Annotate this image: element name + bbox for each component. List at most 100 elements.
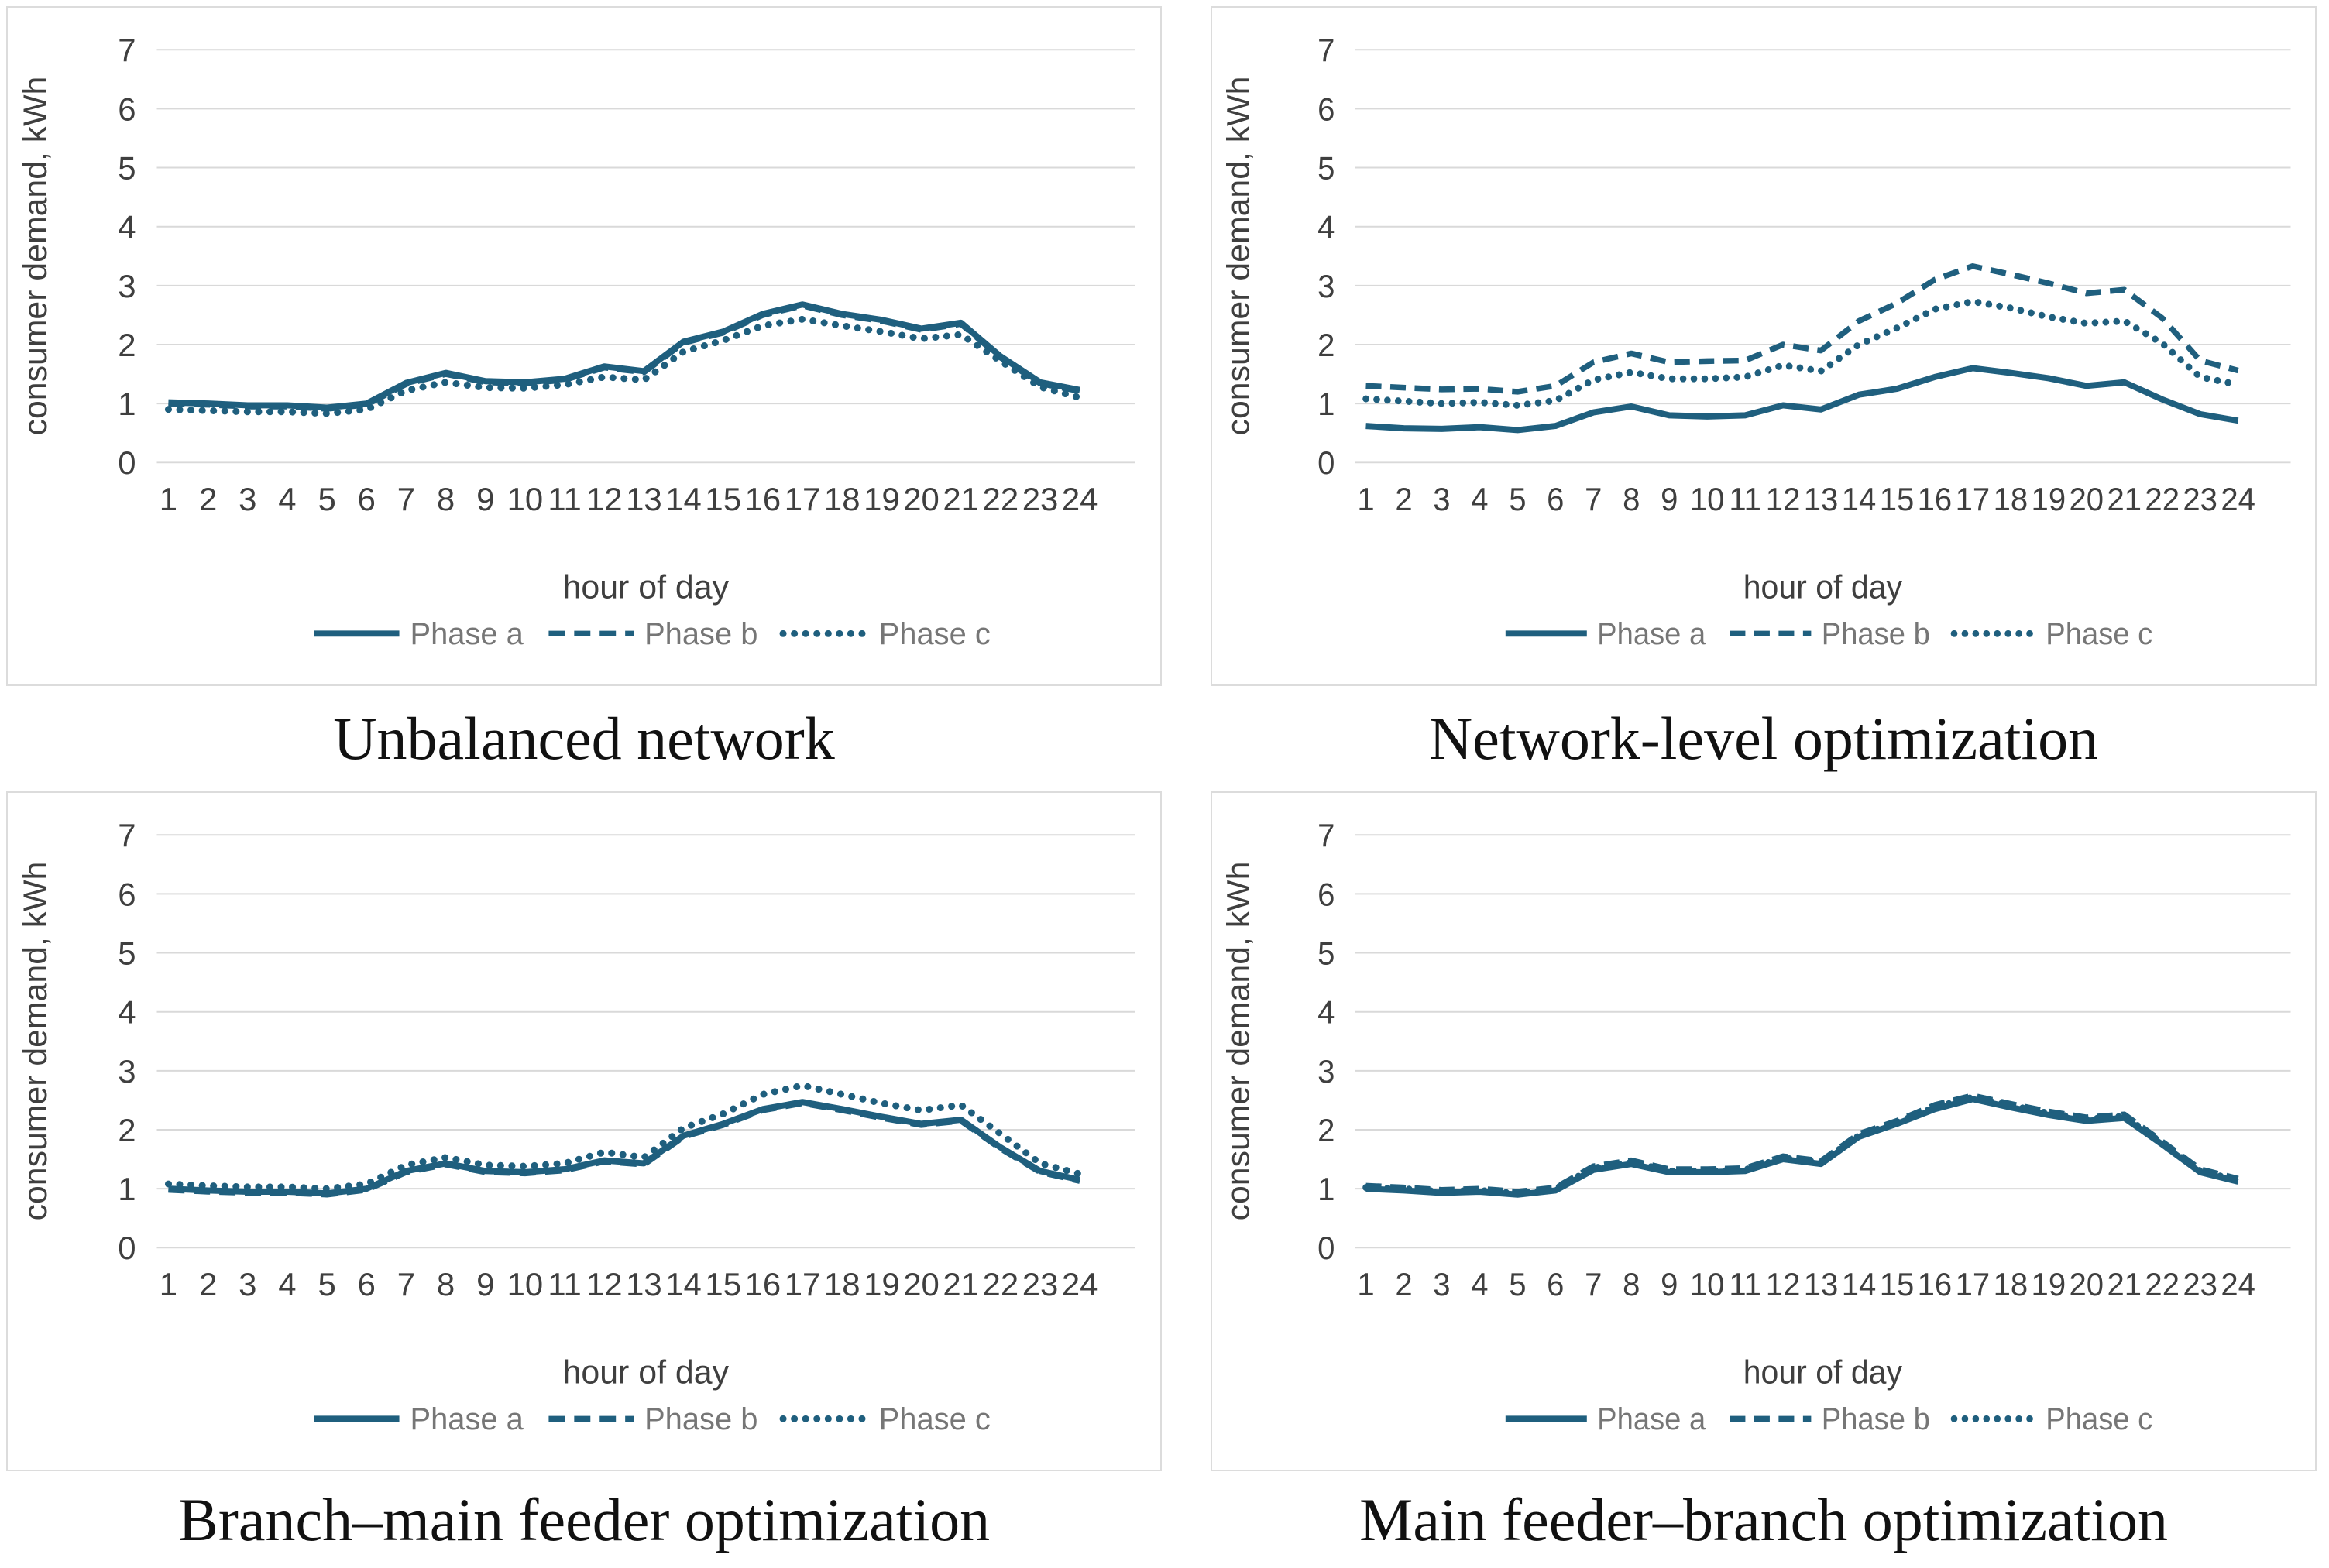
svg-text:18: 18 (1994, 1266, 2028, 1302)
svg-text:16: 16 (1918, 481, 1953, 517)
svg-text:20: 20 (2070, 1266, 2104, 1302)
svg-text:9: 9 (1661, 481, 1678, 517)
svg-text:4: 4 (118, 994, 136, 1031)
svg-text:4: 4 (118, 209, 136, 245)
x-axis-title: hour of day (1743, 1354, 1902, 1391)
legend-label: Phase b (1822, 1403, 1930, 1437)
svg-text:2: 2 (1317, 1112, 1335, 1148)
svg-text:3: 3 (239, 1266, 256, 1302)
svg-text:14: 14 (665, 481, 702, 517)
y-axis-tick-labels: 0 1 2 3 4 5 6 7 (118, 32, 136, 481)
svg-text:14: 14 (665, 1266, 702, 1302)
svg-text:22: 22 (2145, 481, 2180, 517)
chart-panel-main-feeder-branch-optimization: 0 1 2 3 4 5 6 7 consumer demand, kWh 1 2 3 4 5 6 7 8 9 10 1… (1211, 791, 2317, 1471)
y-axis-tick-labels: 0 1 2 3 4 5 6 7 (1317, 817, 1335, 1266)
svg-text:18: 18 (824, 1266, 860, 1302)
svg-text:17: 17 (1956, 481, 1991, 517)
svg-text:1: 1 (160, 481, 177, 517)
svg-text:3: 3 (118, 268, 136, 304)
x-axis-title: hour of day (1743, 568, 1902, 606)
svg-text:1: 1 (1357, 1266, 1374, 1302)
svg-text:0: 0 (118, 444, 136, 481)
svg-text:17: 17 (1956, 1266, 1991, 1302)
svg-text:15: 15 (705, 481, 741, 517)
svg-text:7: 7 (1585, 481, 1602, 517)
legend: Phase a Phase b Phase c (1505, 618, 2152, 652)
svg-text:1: 1 (1317, 386, 1335, 422)
svg-text:12: 12 (586, 1266, 623, 1302)
x-axis-tick-labels: 1 2 3 4 5 6 7 8 9 10 11 12 13 14 15 16 17 18 19 20 21 22 23 24 (1357, 1266, 2255, 1302)
series-phase-a (1365, 365, 2239, 434)
svg-text:8: 8 (437, 1266, 455, 1302)
svg-text:24: 24 (2221, 1266, 2255, 1302)
series-phase-c (164, 315, 1084, 417)
svg-text:10: 10 (1690, 1266, 1725, 1302)
legend-label: Phase a (1597, 618, 1706, 652)
svg-text:3: 3 (239, 481, 256, 517)
svg-text:21: 21 (943, 1266, 979, 1302)
svg-text:19: 19 (2032, 481, 2066, 517)
series-phase-b (1365, 262, 2239, 395)
svg-text:0: 0 (1317, 1230, 1335, 1266)
svg-text:7: 7 (118, 32, 136, 68)
legend: Phase a Phase b Phase c (1505, 1403, 2152, 1437)
svg-text:2: 2 (1317, 327, 1335, 363)
svg-text:15: 15 (705, 1266, 741, 1302)
y-axis-title: consumer demand, kWh (17, 862, 54, 1221)
svg-text:2: 2 (118, 327, 136, 363)
svg-text:14: 14 (1842, 1266, 1877, 1302)
svg-text:7: 7 (397, 1266, 415, 1302)
y-axis-tick-labels: 0 1 2 3 4 5 6 7 (118, 817, 136, 1266)
svg-text:5: 5 (1317, 150, 1335, 187)
x-axis-title: hour of day (563, 1354, 730, 1391)
chart-title-main-feeder-branch-optimization: Main feeder–branch optimization (1359, 1485, 2168, 1553)
svg-text:21: 21 (2107, 1266, 2142, 1302)
svg-text:5: 5 (118, 150, 136, 187)
chart-title-network-level-optimization: Network-level optimization (1428, 705, 2099, 772)
svg-text:11: 11 (548, 1266, 581, 1302)
legend-label: Phase c (2046, 1403, 2152, 1437)
svg-text:4: 4 (1317, 994, 1335, 1031)
svg-text:4: 4 (278, 1266, 296, 1302)
svg-text:19: 19 (2032, 1266, 2066, 1302)
legend: Phase a Phase b Phase c (314, 1402, 991, 1436)
svg-text:7: 7 (1585, 1266, 1602, 1302)
svg-text:23: 23 (2183, 481, 2217, 517)
svg-text:3: 3 (1433, 481, 1450, 517)
svg-text:4: 4 (1471, 481, 1488, 517)
svg-text:9: 9 (476, 481, 494, 517)
svg-text:16: 16 (1918, 1266, 1953, 1302)
svg-text:7: 7 (397, 481, 415, 517)
svg-text:8: 8 (1623, 481, 1640, 517)
svg-text:2: 2 (199, 481, 217, 517)
svg-text:5: 5 (1317, 935, 1335, 972)
chart-panel-network-level-optimization: 0 1 2 3 4 5 6 7 consumer demand, kWh 1 2 3 4 5 6 7 8 9 10 1… (1211, 6, 2317, 686)
legend-label: Phase c (879, 617, 991, 651)
svg-text:6: 6 (358, 481, 376, 517)
svg-text:3: 3 (1433, 1266, 1450, 1302)
svg-text:17: 17 (785, 481, 821, 517)
y-axis-title: consumer demand, kWh (17, 77, 54, 436)
chart-title-branch-main-feeder-optimization: Branch–main feeder optimization (177, 1485, 991, 1553)
svg-text:12: 12 (586, 481, 623, 517)
gridlines (1355, 834, 2291, 1249)
charts-grid: 0 1 2 3 4 5 6 7 consumer demand, kWh 1 2 3 4 5 6 7 8 9 10 1… (6, 6, 2317, 1568)
gridlines (156, 49, 1135, 464)
legend-label: Phase c (2046, 618, 2152, 652)
svg-text:14: 14 (1842, 481, 1877, 517)
legend-item-phase-b: Phase b (1730, 618, 1930, 651)
y-axis-tick-labels: 0 1 2 3 4 5 6 7 (1317, 32, 1335, 481)
legend-label: Phase b (644, 617, 757, 651)
svg-text:5: 5 (1509, 481, 1526, 517)
svg-text:1: 1 (160, 1266, 177, 1302)
legend-label: Phase b (644, 1402, 757, 1436)
svg-text:4: 4 (278, 481, 296, 517)
svg-text:5: 5 (318, 481, 335, 517)
legend-item-phase-c: Phase c (779, 1402, 991, 1436)
svg-text:12: 12 (1766, 481, 1801, 517)
svg-text:3: 3 (118, 1053, 136, 1089)
svg-text:10: 10 (1690, 481, 1725, 517)
